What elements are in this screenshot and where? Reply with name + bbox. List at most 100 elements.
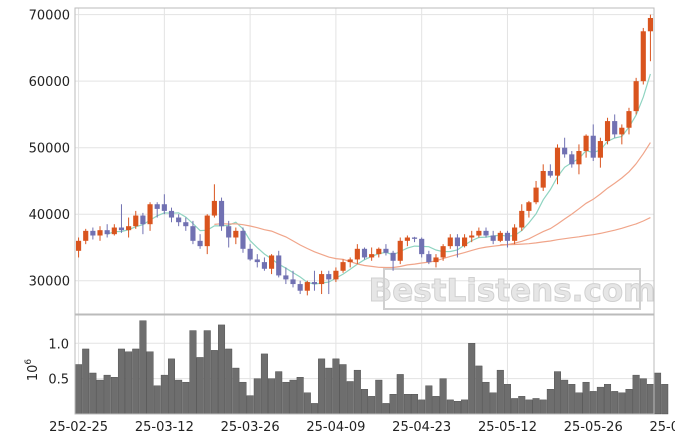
volume-bar [482,381,490,415]
candle [190,220,196,245]
volume-tick-label: 1.0 [48,337,69,352]
candle-body [454,237,460,247]
candle-body [361,248,368,258]
volume-bar [411,394,419,415]
volume-bar [210,350,218,415]
candle-body [126,226,132,231]
volume-bar [389,394,397,415]
volume-bar [203,330,211,415]
volume-bar [332,358,340,415]
candle-body [626,111,632,128]
candle [397,237,403,265]
volume-bar [146,351,154,415]
volume-bar [475,365,483,415]
volume-bar [318,358,326,415]
volume-bar [561,379,569,415]
volume-bar [139,320,147,415]
candle [576,144,582,175]
volume-bar [611,391,619,415]
volume-bar [654,372,662,415]
candle-body [168,210,175,218]
watermark-text: BestListens.com [369,273,656,309]
axes [74,7,655,415]
volume-bar [268,378,276,415]
volume-bar [82,348,90,415]
volume-bar [96,379,104,415]
volume-bar [296,377,304,415]
volume-bar [518,396,526,415]
candle [161,194,167,215]
candle-body [404,237,410,241]
volume-bar [375,379,383,415]
volume-bar [418,399,426,415]
candle [261,257,267,271]
candle [90,227,96,240]
volume-bar [117,348,125,415]
volume-bar [89,372,97,415]
candle [304,280,310,296]
candle [619,124,625,145]
volume-axis-ticks: 0.5 1.0 [48,337,69,387]
candle-body [183,222,189,227]
volume-panel-frame [74,314,655,415]
volume-bar [632,374,640,415]
candle-body [447,237,453,247]
candle-body [619,127,625,135]
volume-bar [425,385,433,415]
volume-bar [110,377,118,415]
volume-bar [246,395,254,415]
candle-body [612,121,618,135]
candle [526,200,532,218]
candle [154,202,160,218]
candle [168,207,175,223]
candle-body [483,230,489,236]
candle [612,114,618,138]
candle-body [304,282,310,291]
volume-bar [225,348,233,415]
candle [633,77,639,115]
candle [540,164,546,191]
volume-bar [446,399,454,415]
candle [462,234,468,248]
candle [340,259,346,273]
candle [369,247,375,261]
price-tick-label: 50000 [29,142,70,157]
candle-body [554,147,561,176]
candle-body [390,252,396,261]
candle-body [512,227,518,241]
candle-body [226,226,232,238]
volume-bar [461,399,469,415]
candle-body [440,246,446,258]
candle-body [411,237,418,239]
candle-body [369,254,375,258]
candle [283,267,289,285]
volume-bar [439,378,447,415]
candle-body [583,135,589,152]
candle-body [197,240,203,247]
candle [433,254,439,268]
volume-bar [639,378,647,415]
candle [519,204,525,231]
candle-body [283,275,289,280]
candle [147,202,153,231]
candle-body [247,248,253,260]
candle [504,230,511,248]
candle [497,230,503,243]
volume-bar [554,371,561,415]
volume-bar [575,392,583,415]
grid [75,8,654,414]
candle [197,234,203,249]
volume-bar [232,367,240,415]
candle [483,227,489,238]
volume-bar [182,381,190,415]
candle [390,250,396,271]
volume-bar [468,343,476,415]
candle [240,227,246,253]
candle-body [347,259,353,263]
price-panel-frame [74,7,655,315]
candle [126,217,132,238]
candle-body [297,284,303,291]
volume-bar [218,324,226,415]
candle [176,214,182,227]
